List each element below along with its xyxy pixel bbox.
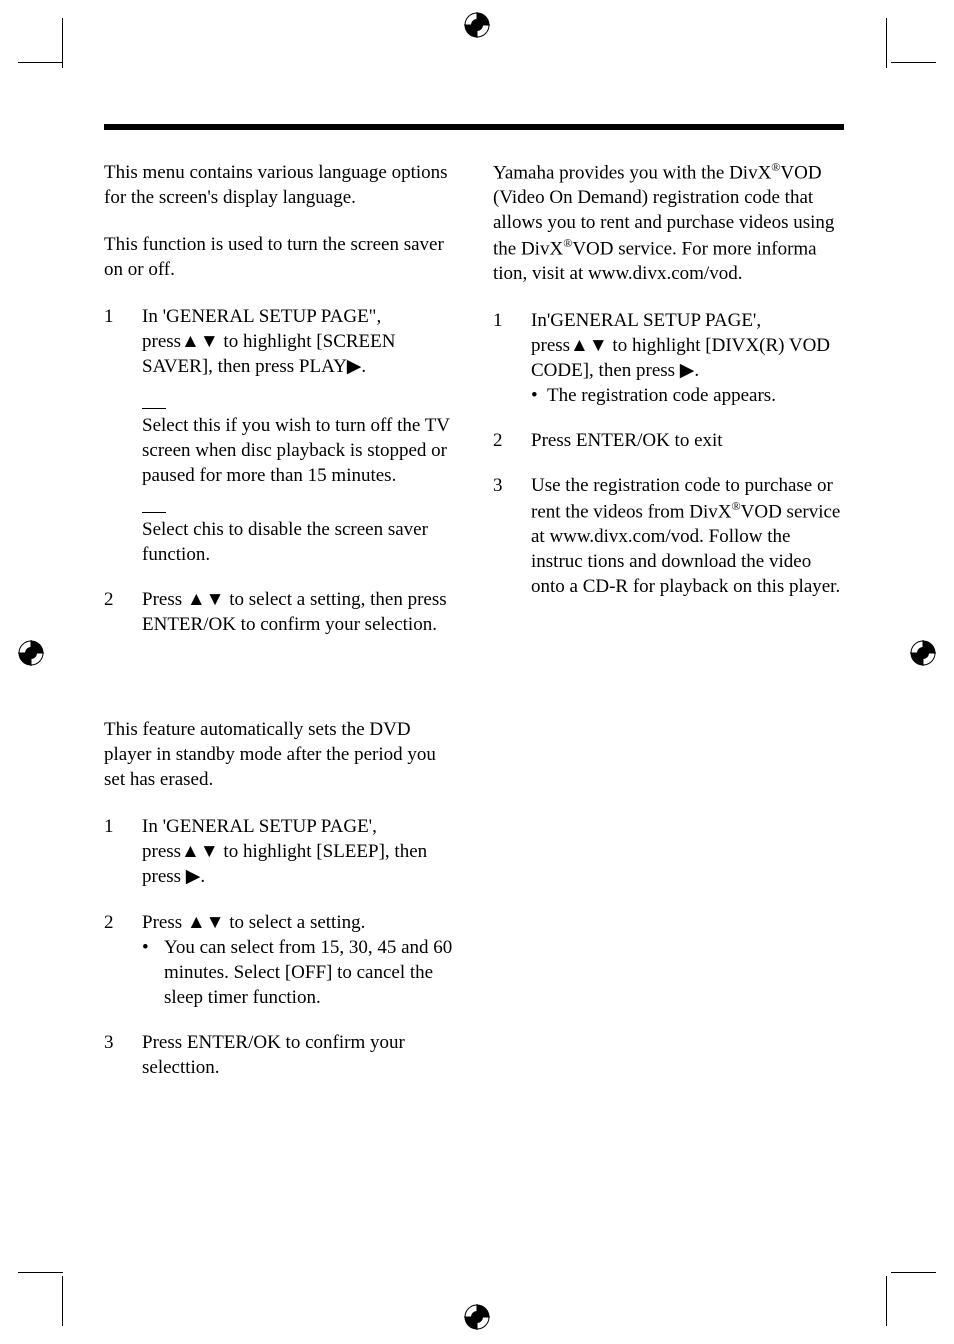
crop-mark (62, 18, 63, 68)
crop-mark (62, 1276, 63, 1326)
paragraph: This function is used to turn the screen… (104, 232, 455, 282)
spacer (104, 657, 455, 717)
step-text: press▲▼ to highlight [SLEEP], then press… (142, 839, 455, 889)
step-number: 2 (104, 910, 142, 1010)
numbered-step: 2 Press ▲▼ to select a setting, then pre… (104, 587, 455, 637)
step-text: Press ▲▼ to select a setting. (142, 910, 455, 935)
registered-symbol: ® (732, 499, 741, 513)
registration-mark-icon (464, 12, 490, 38)
bullet-dot: • (142, 935, 154, 1010)
step-text: Press ENTER/OK to exit (531, 428, 844, 453)
step-text: press▲▼ to highlight [DIVX(R) VOD CODE],… (531, 333, 844, 383)
numbered-step: 3 Use the registration code to purchase … (493, 473, 844, 599)
option-text: Select this if you wish to turn off the … (142, 413, 455, 488)
step-text: Press ENTER/OK to confirm your selecttio… (142, 1030, 455, 1080)
registration-mark-icon (18, 640, 44, 666)
page-content: This menu contains various language opti… (104, 124, 844, 1100)
option-underline (142, 512, 166, 513)
step-number: 1 (104, 814, 142, 889)
registration-mark-icon (464, 1304, 490, 1330)
step-body: Press ▲▼ to select a setting. • You can … (142, 910, 455, 1010)
text-fragment: Yamaha provides you with the DivX (493, 162, 771, 183)
step-body: In 'GENERAL SETUP PAGE", press▲▼ to high… (142, 304, 455, 379)
crop-mark (886, 18, 887, 68)
step-number: 2 (104, 587, 142, 637)
left-column: This menu contains various language opti… (104, 160, 455, 1100)
crop-mark (18, 62, 63, 63)
crop-mark (891, 62, 936, 63)
step-text: In'GENERAL SETUP PAGE', (531, 308, 844, 333)
bullet-text: The registration code appears. (543, 383, 844, 408)
section-rule (104, 124, 844, 130)
crop-mark (18, 1272, 63, 1273)
step-body: Press ENTER/OK to exit (531, 428, 844, 453)
option-block: Select this if you wish to turn off the … (104, 400, 455, 488)
paragraph: This feature automatically sets the DVD … (104, 717, 455, 792)
option-block: Select chis to disable the screen saver … (104, 504, 455, 567)
option-underline (142, 408, 166, 409)
registration-mark-icon (910, 640, 936, 666)
step-body: Use the registration code to purchase or… (531, 473, 844, 599)
numbered-step: 2 Press ▲▼ to select a setting. • You ca… (104, 910, 455, 1010)
bullet-dot: • (531, 383, 543, 408)
bullet-text: You can select from 15, 30, 45 and 60 mi… (154, 935, 455, 1010)
numbered-step: 1 In 'GENERAL SETUP PAGE', press▲▼ to hi… (104, 814, 455, 889)
step-text: In 'GENERAL SETUP PAGE', (142, 814, 455, 839)
step-number: 1 (104, 304, 142, 379)
numbered-step: 1 In'GENERAL SETUP PAGE', press▲▼ to hig… (493, 308, 844, 408)
step-number: 2 (493, 428, 531, 453)
step-body: Press ▲▼ to select a setting, then press… (142, 587, 455, 637)
step-number: 1 (493, 308, 531, 408)
numbered-step: 2 Press ENTER/OK to exit (493, 428, 844, 453)
step-number: 3 (493, 473, 531, 599)
crop-mark (886, 1276, 887, 1326)
registered-symbol: ® (563, 236, 572, 250)
numbered-step: 1 In 'GENERAL SETUP PAGE", press▲▼ to hi… (104, 304, 455, 379)
bullet-item: • You can select from 15, 30, 45 and 60 … (142, 935, 455, 1010)
option-text: Select chis to disable the screen saver … (142, 517, 455, 567)
step-text: Press ▲▼ to select a setting, then press… (142, 587, 455, 637)
option-body: Select chis to disable the screen saver … (142, 504, 455, 567)
numbered-step: 3 Press ENTER/OK to confirm your selectt… (104, 1030, 455, 1080)
right-column: Yamaha provides you with the DivX®VOD (V… (493, 160, 844, 1100)
step-body: Press ENTER/OK to confirm your selecttio… (142, 1030, 455, 1080)
paragraph: Yamaha provides you with the DivX®VOD (V… (493, 160, 844, 286)
step-body: In 'GENERAL SETUP PAGE', press▲▼ to high… (142, 814, 455, 889)
step-body: In'GENERAL SETUP PAGE', press▲▼ to highl… (531, 308, 844, 408)
step-text: press▲▼ to highlight [SCREEN SAVER], the… (142, 329, 455, 379)
step-number: 3 (104, 1030, 142, 1080)
two-column-layout: This menu contains various language opti… (104, 160, 844, 1100)
bullet-item: • The registration code appears. (531, 383, 844, 408)
crop-mark (891, 1272, 936, 1273)
option-body: Select this if you wish to turn off the … (142, 400, 455, 488)
step-text: In 'GENERAL SETUP PAGE", (142, 304, 455, 329)
paragraph: This menu contains various language opti… (104, 160, 455, 210)
